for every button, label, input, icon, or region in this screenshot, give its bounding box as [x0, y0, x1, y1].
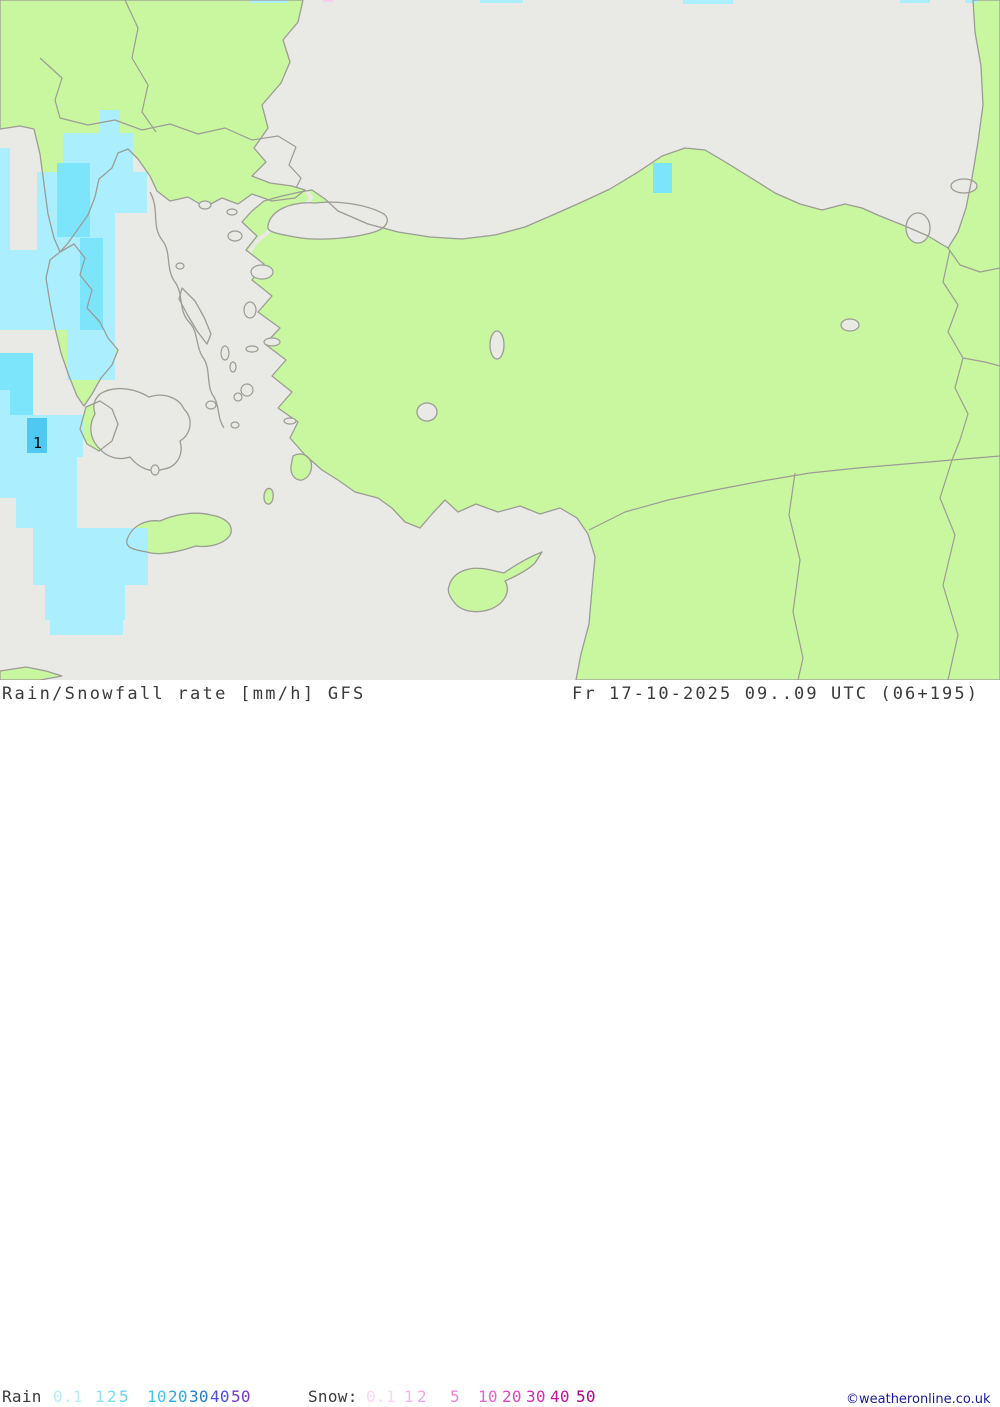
rain-scale-label: Rain: [2, 1387, 42, 1406]
snow-scale-label: Snow:: [308, 1387, 358, 1406]
snow-scale-value: 0.1: [366, 1387, 396, 1406]
rain-scale-value: 40: [210, 1387, 230, 1406]
snow-scale-value: 10: [478, 1387, 498, 1406]
precip-cell-light: [0, 457, 77, 498]
copyright-link[interactable]: ©weatheronline.co.uk: [846, 1392, 991, 1407]
precip-cell-light: [900, 0, 930, 3]
precip-cell-snow_light: [323, 0, 333, 2]
rain-scale-value: 20: [168, 1387, 188, 1406]
rain-scale-value: 2: [107, 1387, 117, 1406]
precipitation-layer: [0, 0, 978, 635]
precip-cell-light: [965, 0, 978, 3]
precip-cell-heavy: [27, 418, 47, 453]
precip-cell-medium: [653, 163, 672, 193]
snow-scale-value: 20: [502, 1387, 522, 1406]
rain-scale-value: 5: [119, 1387, 129, 1406]
precip-cell-light: [16, 498, 77, 528]
snow-scale-value: 30: [526, 1387, 546, 1406]
precip-value-label: 1: [33, 434, 42, 452]
rain-scale-value: 30: [189, 1387, 209, 1406]
rain-scale-value: 50: [231, 1387, 251, 1406]
precip-cell-light: [0, 148, 10, 250]
precip-cell-light: [45, 585, 125, 620]
precip-cell-light: [115, 172, 147, 213]
rain-scale-value: 10: [147, 1387, 167, 1406]
lake-layer: [90, 179, 977, 471]
precip-cell-light: [0, 250, 33, 330]
precip-cell-light: [50, 620, 123, 635]
precip-cell-medium: [80, 238, 103, 330]
precip-cell-medium: [57, 163, 90, 237]
weather-map: 1: [0, 0, 1000, 680]
rain-scale-value: 0.1: [53, 1387, 83, 1406]
rain-scale-value: 1: [95, 1387, 105, 1406]
snow-scale-value: 5: [450, 1387, 460, 1406]
precip-cell-light: [0, 390, 10, 417]
forecast-datetime: Fr 17-10-2025 09..09 UTC (06+195): [572, 684, 980, 704]
snow-scale-value: 2: [417, 1387, 427, 1406]
precip-cell-light: [250, 0, 287, 3]
snow-scale-value: 50: [576, 1387, 596, 1406]
precip-cell-medium: [0, 353, 10, 390]
precip-cell-light: [480, 0, 523, 3]
precip-cell-medium: [10, 353, 33, 415]
border-layer: [39, 0, 1000, 680]
precip-cell-light: [33, 528, 148, 585]
coastline-layer: [0, 0, 1000, 680]
snow-scale-value: 1: [404, 1387, 414, 1406]
snow-scale-value: 40: [550, 1387, 570, 1406]
legend-bar: Rain/Snowfall rate [mm/h] GFS Fr 17-10-2…: [0, 680, 1000, 1407]
precip-cell-light: [683, 0, 733, 4]
map-title: Rain/Snowfall rate [mm/h] GFS: [2, 684, 366, 704]
island-layer: [150, 200, 297, 476]
